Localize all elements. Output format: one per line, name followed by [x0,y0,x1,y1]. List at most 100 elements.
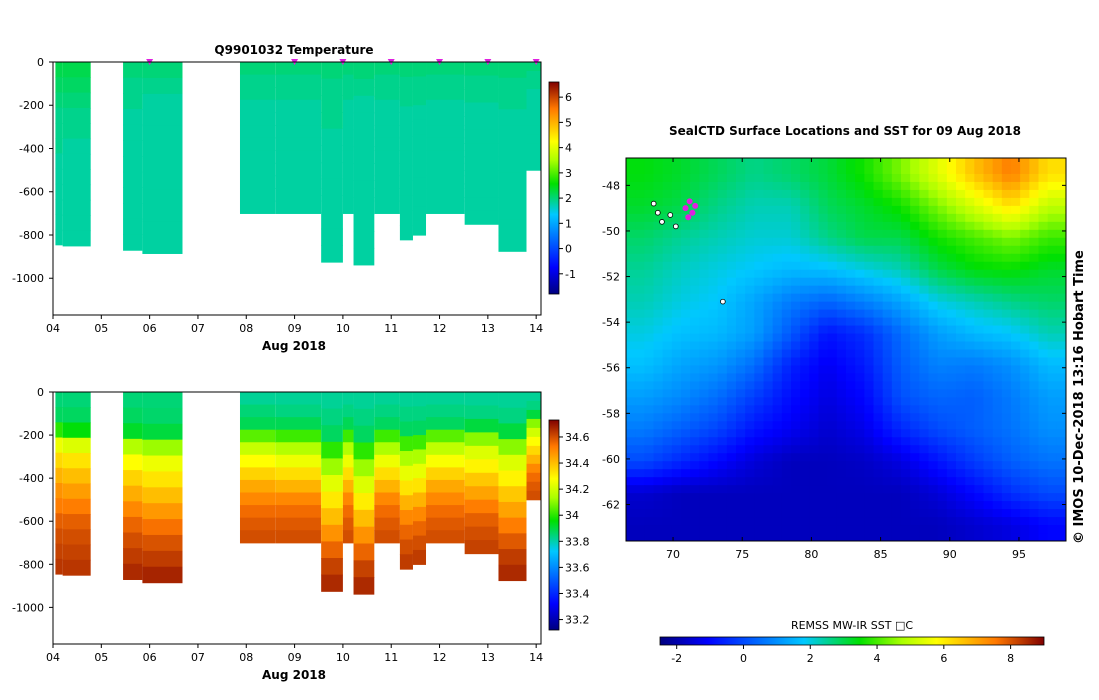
profile-cell [426,442,465,456]
sst-cell [626,213,636,223]
profile-cell [123,454,143,471]
sst-cell [855,317,865,327]
sst-cell [754,477,764,486]
sst-cell [763,477,774,486]
profile-cell [464,459,499,474]
sst-cell [864,421,874,430]
sst-cell [754,421,764,430]
sst-cell [836,333,847,343]
sst-cell [827,261,838,271]
sst-cell [937,445,948,454]
sst-cell [781,197,792,207]
sst-cell [644,349,654,358]
profile-cell [374,74,400,88]
sst-cell [772,525,783,534]
sst-cell [800,533,810,542]
profile-cell [321,491,343,509]
sst-cell [671,501,682,510]
profile-cell [275,112,322,126]
sst-cell [800,245,810,255]
profile-cell [62,184,91,201]
sst-cell [827,461,838,470]
sst-cell [635,445,645,454]
sst-cell [662,453,673,462]
sst-cell [965,189,975,199]
profile-cell [142,455,183,473]
profile-cell [275,392,322,406]
seal-location [682,205,689,212]
sst-cell [956,245,966,255]
sst-cell [864,509,874,518]
sst-cell [644,389,654,398]
profile-cell [526,71,541,81]
sst-cell [836,485,847,494]
sst-cell [882,189,893,199]
sst-cell [763,437,774,446]
sst-cell [754,445,764,454]
sst-cell [708,173,719,183]
sst-cell [1011,213,1021,223]
y-tick-label: -1000 [12,272,44,285]
sst-cell [864,453,874,462]
sst-cell [919,285,929,295]
sst-cell [983,349,994,358]
sst-cell [1056,373,1067,382]
profile-cell [353,247,375,266]
sst-cell [726,461,737,470]
sst-cell [644,341,654,350]
sst-cell [946,421,957,430]
sst-cell [1047,285,1058,295]
x-tick-label: 07 [191,651,205,664]
sst-cell [992,453,1003,462]
sst-cell [846,197,856,207]
sst-cell [946,285,957,295]
sst-cell [956,397,966,406]
sst-cell [873,445,884,454]
sst-cell [992,229,1003,239]
sst-cell [974,277,984,287]
sst-cell [946,325,957,335]
sst-cell [974,357,984,366]
sst-cell [772,413,783,422]
sst-cell [1047,501,1058,510]
sst-cell [983,517,994,526]
sst-cell [901,477,911,486]
sst-cell [1047,253,1058,263]
profile-cell [342,429,354,443]
sst-colorbar-ticks: -2 0 2 4 6 8 [671,645,1014,665]
sst-cell [974,509,984,518]
sst-cell [956,477,966,486]
sst-cell [1056,237,1067,247]
sst-cell [763,253,774,263]
sst-cell [791,517,801,526]
sst-cell [772,245,783,255]
sst-cell [681,485,691,494]
sst-cell [681,325,691,335]
sst-cell [809,421,819,430]
sst-cell [1047,269,1058,279]
sst-cell [873,269,884,279]
sst-cell [1011,501,1021,510]
sst-cell [946,229,957,239]
sst-cell [992,461,1003,470]
sst-cell [846,205,856,215]
profile-cell [426,479,465,494]
sst-cell [1056,381,1067,390]
sst-cell [662,213,673,223]
sst-cell [919,501,929,510]
sst-cell [745,469,755,478]
sst-cell [956,253,966,263]
sst-cell [855,158,865,167]
sst-cell [864,485,874,494]
x-tick-label: 05 [94,651,108,664]
y-tick-label: -600 [19,186,44,199]
sst-cell [1038,173,1049,183]
sst-cell [937,349,948,358]
sst-cell [699,173,709,183]
sst-cell [1056,517,1067,526]
sst-cell [965,277,975,287]
sst-cell [781,437,792,446]
profile-cell [399,150,413,167]
sst-cell [928,341,939,350]
sst-cell [1056,397,1067,406]
